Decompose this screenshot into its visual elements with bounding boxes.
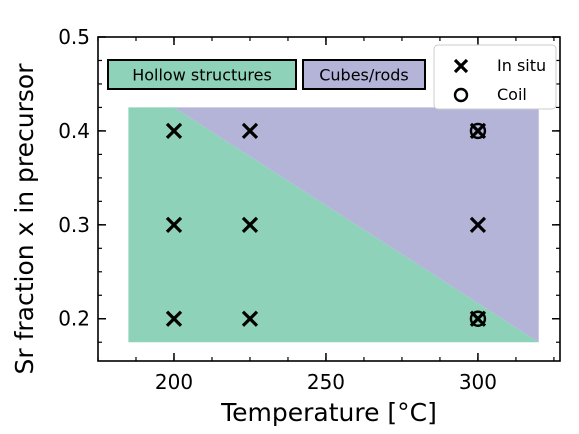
x-tick-label: 300	[459, 370, 497, 394]
regions	[128, 107, 539, 343]
y-tick-label: 0.4	[58, 119, 90, 143]
plot-frame	[97, 36, 561, 362]
y-tick-label: 0.5	[58, 25, 90, 49]
x-tick-label: 200	[155, 370, 193, 394]
y-axis-title: Sr fraction x in precursor	[10, 63, 39, 375]
region-labels: Hollow structures Cubes/rods	[107, 59, 426, 90]
region-cubes-rods	[173, 107, 539, 343]
hollow-structures-label: Hollow structures	[107, 59, 297, 90]
y-tick-label: 0.3	[58, 213, 90, 237]
x-tick-label: 250	[307, 370, 345, 394]
in-situ-point	[165, 216, 183, 233]
legend-coil-label: Coil	[497, 85, 527, 104]
in-situ-point	[165, 122, 183, 140]
legend-coil-marker	[453, 87, 469, 103]
ticks: 200 250 300 0.2 0.3 0.4 0.5	[58, 25, 560, 394]
legend: In situ Coil	[433, 44, 557, 110]
in-situ-point	[469, 216, 487, 233]
legend-box	[433, 44, 557, 110]
coil-point	[469, 310, 487, 327]
in-situ-point	[165, 310, 183, 327]
legend-in-situ-label: In situ	[497, 56, 546, 75]
legend-in-situ-marker	[453, 58, 469, 74]
hollow-structures-label-text: Hollow structures	[132, 66, 272, 85]
region-hollow-structures	[128, 107, 539, 343]
markers	[165, 122, 487, 327]
cubes-rods-label: Cubes/rods	[302, 59, 426, 90]
in-situ-point	[241, 216, 259, 233]
in-situ-point	[241, 122, 259, 140]
y-tick-label: 0.2	[58, 307, 90, 331]
cubes-rods-label-text: Cubes/rods	[319, 66, 409, 85]
coil-point	[469, 122, 487, 140]
x-axis-title: Temperature [°C]	[220, 398, 437, 427]
in-situ-point	[241, 310, 259, 327]
